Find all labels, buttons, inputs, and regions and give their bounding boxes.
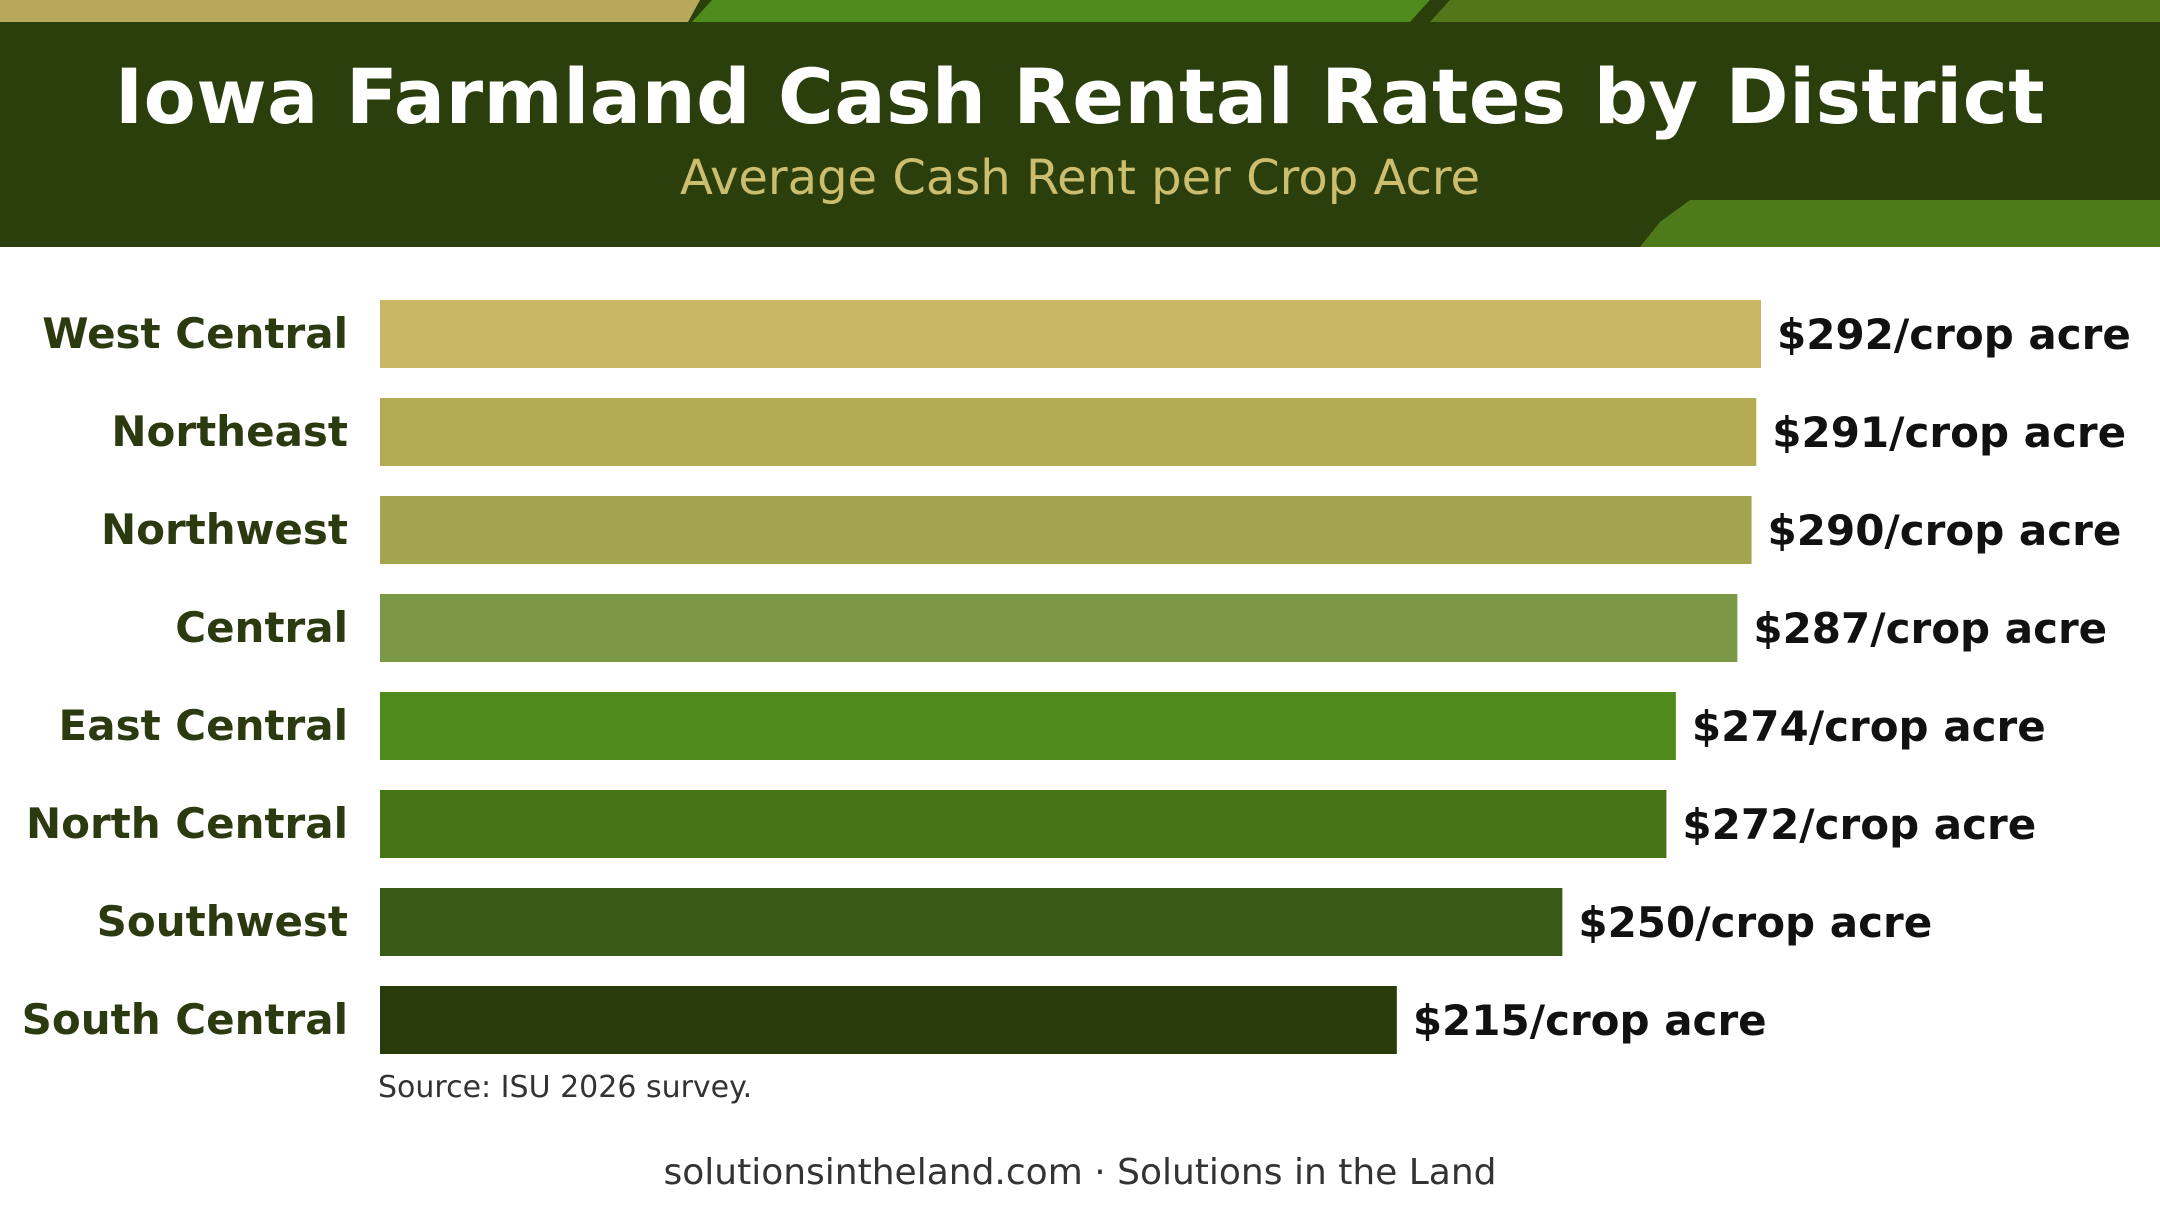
- value-label: $292/crop acre: [1777, 310, 2131, 359]
- category-label: Southwest: [97, 897, 348, 946]
- source-note: Source: ISU 2026 survey.: [378, 1070, 753, 1105]
- category-label: South Central: [22, 995, 348, 1044]
- category-label: Northwest: [101, 505, 348, 554]
- value-label: $291/crop acre: [1772, 408, 2126, 457]
- category-label: Central: [175, 603, 348, 652]
- category-label: Northeast: [111, 407, 348, 456]
- chart-subtitle: Average Cash Rent per Crop Acre: [679, 150, 1481, 206]
- category-label: North Central: [26, 799, 348, 848]
- bar-chart: West Central $292/crop acre Northeast $291/…: [22, 300, 2131, 1054]
- bar: [380, 692, 1676, 760]
- category-label: West Central: [42, 309, 348, 358]
- bar: [380, 594, 1738, 662]
- value-label: $290/crop acre: [1768, 506, 2122, 555]
- bar: [380, 398, 1757, 466]
- category-label: East Central: [59, 701, 348, 750]
- value-label: $272/crop acre: [1682, 800, 2036, 849]
- bar: [380, 300, 1761, 368]
- footer-credit: solutionsintheland.com · Solutions in th…: [663, 1152, 1497, 1193]
- chart-title: Iowa Farmland Cash Rental Rates by Distr…: [114, 52, 2046, 141]
- value-label: $250/crop acre: [1578, 898, 1932, 947]
- bar: [380, 790, 1667, 858]
- value-label: $215/crop acre: [1413, 996, 1767, 1045]
- bar: [380, 888, 1563, 956]
- value-label: $287/crop acre: [1753, 604, 2107, 653]
- bar: [380, 496, 1752, 564]
- header-banner: Iowa Farmland Cash Rental Rates by Distr…: [0, 0, 2160, 247]
- bar: [380, 986, 1397, 1054]
- header-decoration: [0, 0, 2160, 247]
- value-label: $274/crop acre: [1692, 702, 2046, 751]
